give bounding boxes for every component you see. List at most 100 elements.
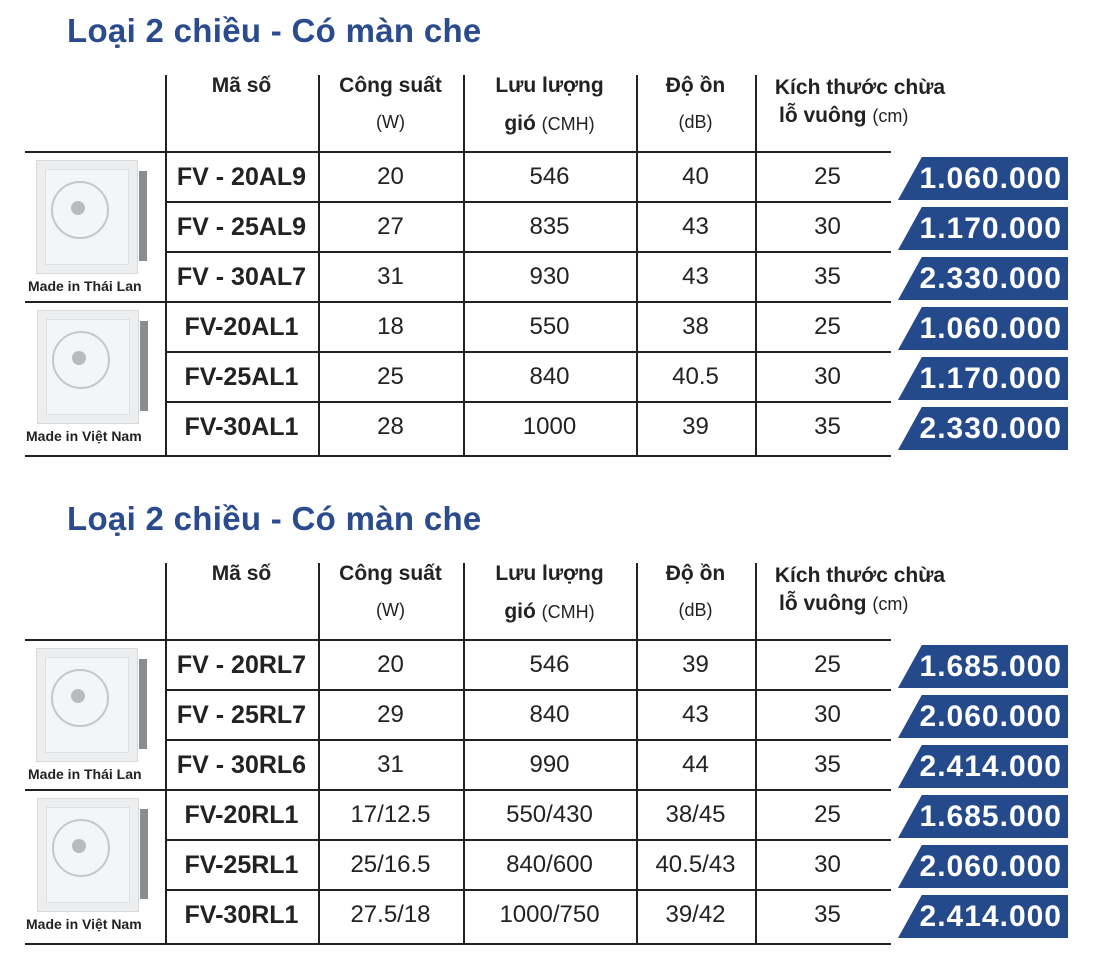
cell-flow: 840/600	[506, 851, 593, 878]
fan-hub	[71, 201, 85, 215]
exhaust-fan-thailand-image	[36, 160, 147, 274]
cell-size: 35	[814, 901, 841, 928]
header-flow: Lưu lượng gió (CMH)	[463, 562, 636, 624]
fan-hub	[72, 839, 86, 853]
cell-flow: 1000/750	[499, 901, 600, 928]
cell-noise: 43	[682, 263, 709, 290]
cell-power: 29	[377, 701, 404, 728]
fan-shutter	[140, 809, 148, 899]
cell-power: 20	[377, 651, 404, 678]
column-divider	[755, 563, 757, 945]
cell-power: 25	[377, 363, 404, 390]
header-size: Kích thước chừa lỗ vuông (cm)	[755, 74, 965, 130]
header-noise-label: Độ ồn	[665, 562, 726, 585]
cell-noise: 43	[682, 701, 709, 728]
cell-power: 25/16.5	[350, 851, 431, 878]
column-divider	[318, 75, 320, 457]
cell-code: FV-20AL1	[184, 313, 299, 341]
cell-flow: 546	[529, 163, 570, 190]
fan-hub	[72, 351, 86, 365]
cell-size: 25	[814, 651, 841, 678]
cell-flow: 990	[529, 751, 570, 778]
exhaust-fan-thailand-image	[36, 648, 147, 762]
cell-flow: 550	[529, 313, 570, 340]
cell-noise: 40.5	[672, 363, 719, 390]
column-divider	[636, 75, 638, 457]
price-badge: 2.060.000	[898, 845, 1068, 888]
cell-code: FV - 30AL7	[176, 263, 307, 291]
price-badge: 1.060.000	[898, 307, 1068, 350]
row-divider	[165, 401, 891, 403]
cell-flow: 1000	[522, 413, 577, 440]
price-value: 1.060.000	[919, 162, 1062, 195]
row-divider	[165, 351, 891, 353]
cell-size: 30	[814, 701, 841, 728]
row-divider	[165, 739, 891, 741]
price-value: 2.330.000	[919, 262, 1062, 295]
header-power-label: Công suất	[339, 74, 442, 97]
cell-code: FV - 20AL9	[176, 163, 307, 191]
header-noise-unit: (dB)	[678, 112, 713, 132]
cell-noise: 38	[682, 313, 709, 340]
price-badge: 1.685.000	[898, 645, 1068, 688]
cell-size: 25	[814, 801, 841, 828]
cell-flow: 840	[529, 363, 570, 390]
header-size-sub: lỗ vuông (cm)	[755, 102, 965, 130]
cell-power: 31	[377, 263, 404, 290]
origin-label: Made in Việt Nam	[26, 916, 142, 932]
price-badge: 1.170.000	[898, 207, 1068, 250]
price-badge: 2.330.000	[898, 407, 1068, 450]
price-badge: 2.414.000	[898, 895, 1068, 938]
header-size-sub: lỗ vuông (cm)	[755, 590, 965, 618]
price-value: 1.685.000	[919, 800, 1062, 833]
cell-power: 18	[377, 313, 404, 340]
row-divider	[165, 251, 891, 253]
exhaust-fan-vietnam-image	[37, 310, 148, 424]
cell-power: 20	[377, 163, 404, 190]
header-flow: Lưu lượng gió (CMH)	[463, 74, 636, 136]
origin-label: Made in Việt Nam	[26, 428, 142, 444]
header-flow-sub-label: gió	[504, 600, 536, 623]
fan-shutter	[139, 171, 147, 261]
header-noise-unit: (dB)	[678, 600, 713, 620]
cell-size: 25	[814, 313, 841, 340]
header-size-label: Kích thước chừa	[774, 564, 946, 587]
cell-flow: 840	[529, 701, 570, 728]
cell-size: 30	[814, 213, 841, 240]
column-divider	[318, 563, 320, 945]
cell-noise: 39	[682, 651, 709, 678]
cell-flow: 550/430	[506, 801, 593, 828]
header-flow-sub: gió (CMH)	[463, 600, 636, 624]
header-power-unit: (W)	[376, 600, 405, 620]
price-table-section: Loại 2 chiều - Có màn che Mã số Công suất (…	[0, 0, 1097, 470]
row-divider	[165, 889, 891, 891]
price-badge: 1.060.000	[898, 157, 1068, 200]
column-divider	[463, 75, 465, 457]
cell-code: FV - 25RL7	[176, 701, 307, 729]
fan-blade-ring	[51, 181, 109, 239]
header-power-label: Công suất	[339, 562, 442, 585]
header-size-sub-label: lỗ vuông	[779, 592, 867, 615]
cell-code: FV-30RL1	[184, 901, 299, 929]
cell-flow: 546	[529, 651, 570, 678]
column-divider	[636, 563, 638, 945]
price-value: 2.060.000	[919, 850, 1062, 883]
header-noise-label: Độ ồn	[665, 74, 726, 97]
origin-label: Made in Thái Lan	[28, 766, 142, 782]
section-title: Loại 2 chiều - Có màn che	[67, 500, 482, 537]
cell-code: FV - 20RL7	[176, 651, 307, 679]
cell-power: 27.5/18	[350, 901, 431, 928]
header-bottom-line	[25, 639, 891, 641]
cell-noise: 40	[682, 163, 709, 190]
cell-power: 28	[377, 413, 404, 440]
table-bottom-line	[25, 455, 891, 457]
cell-noise: 39	[682, 413, 709, 440]
price-value: 1.060.000	[919, 312, 1062, 345]
header-power-unit: (W)	[376, 112, 405, 132]
header-flow-label: Lưu lượng	[495, 562, 604, 585]
cell-code: FV - 25AL9	[176, 213, 307, 241]
column-divider	[165, 75, 167, 457]
cell-noise: 43	[682, 213, 709, 240]
fan-blade-ring	[52, 819, 110, 877]
